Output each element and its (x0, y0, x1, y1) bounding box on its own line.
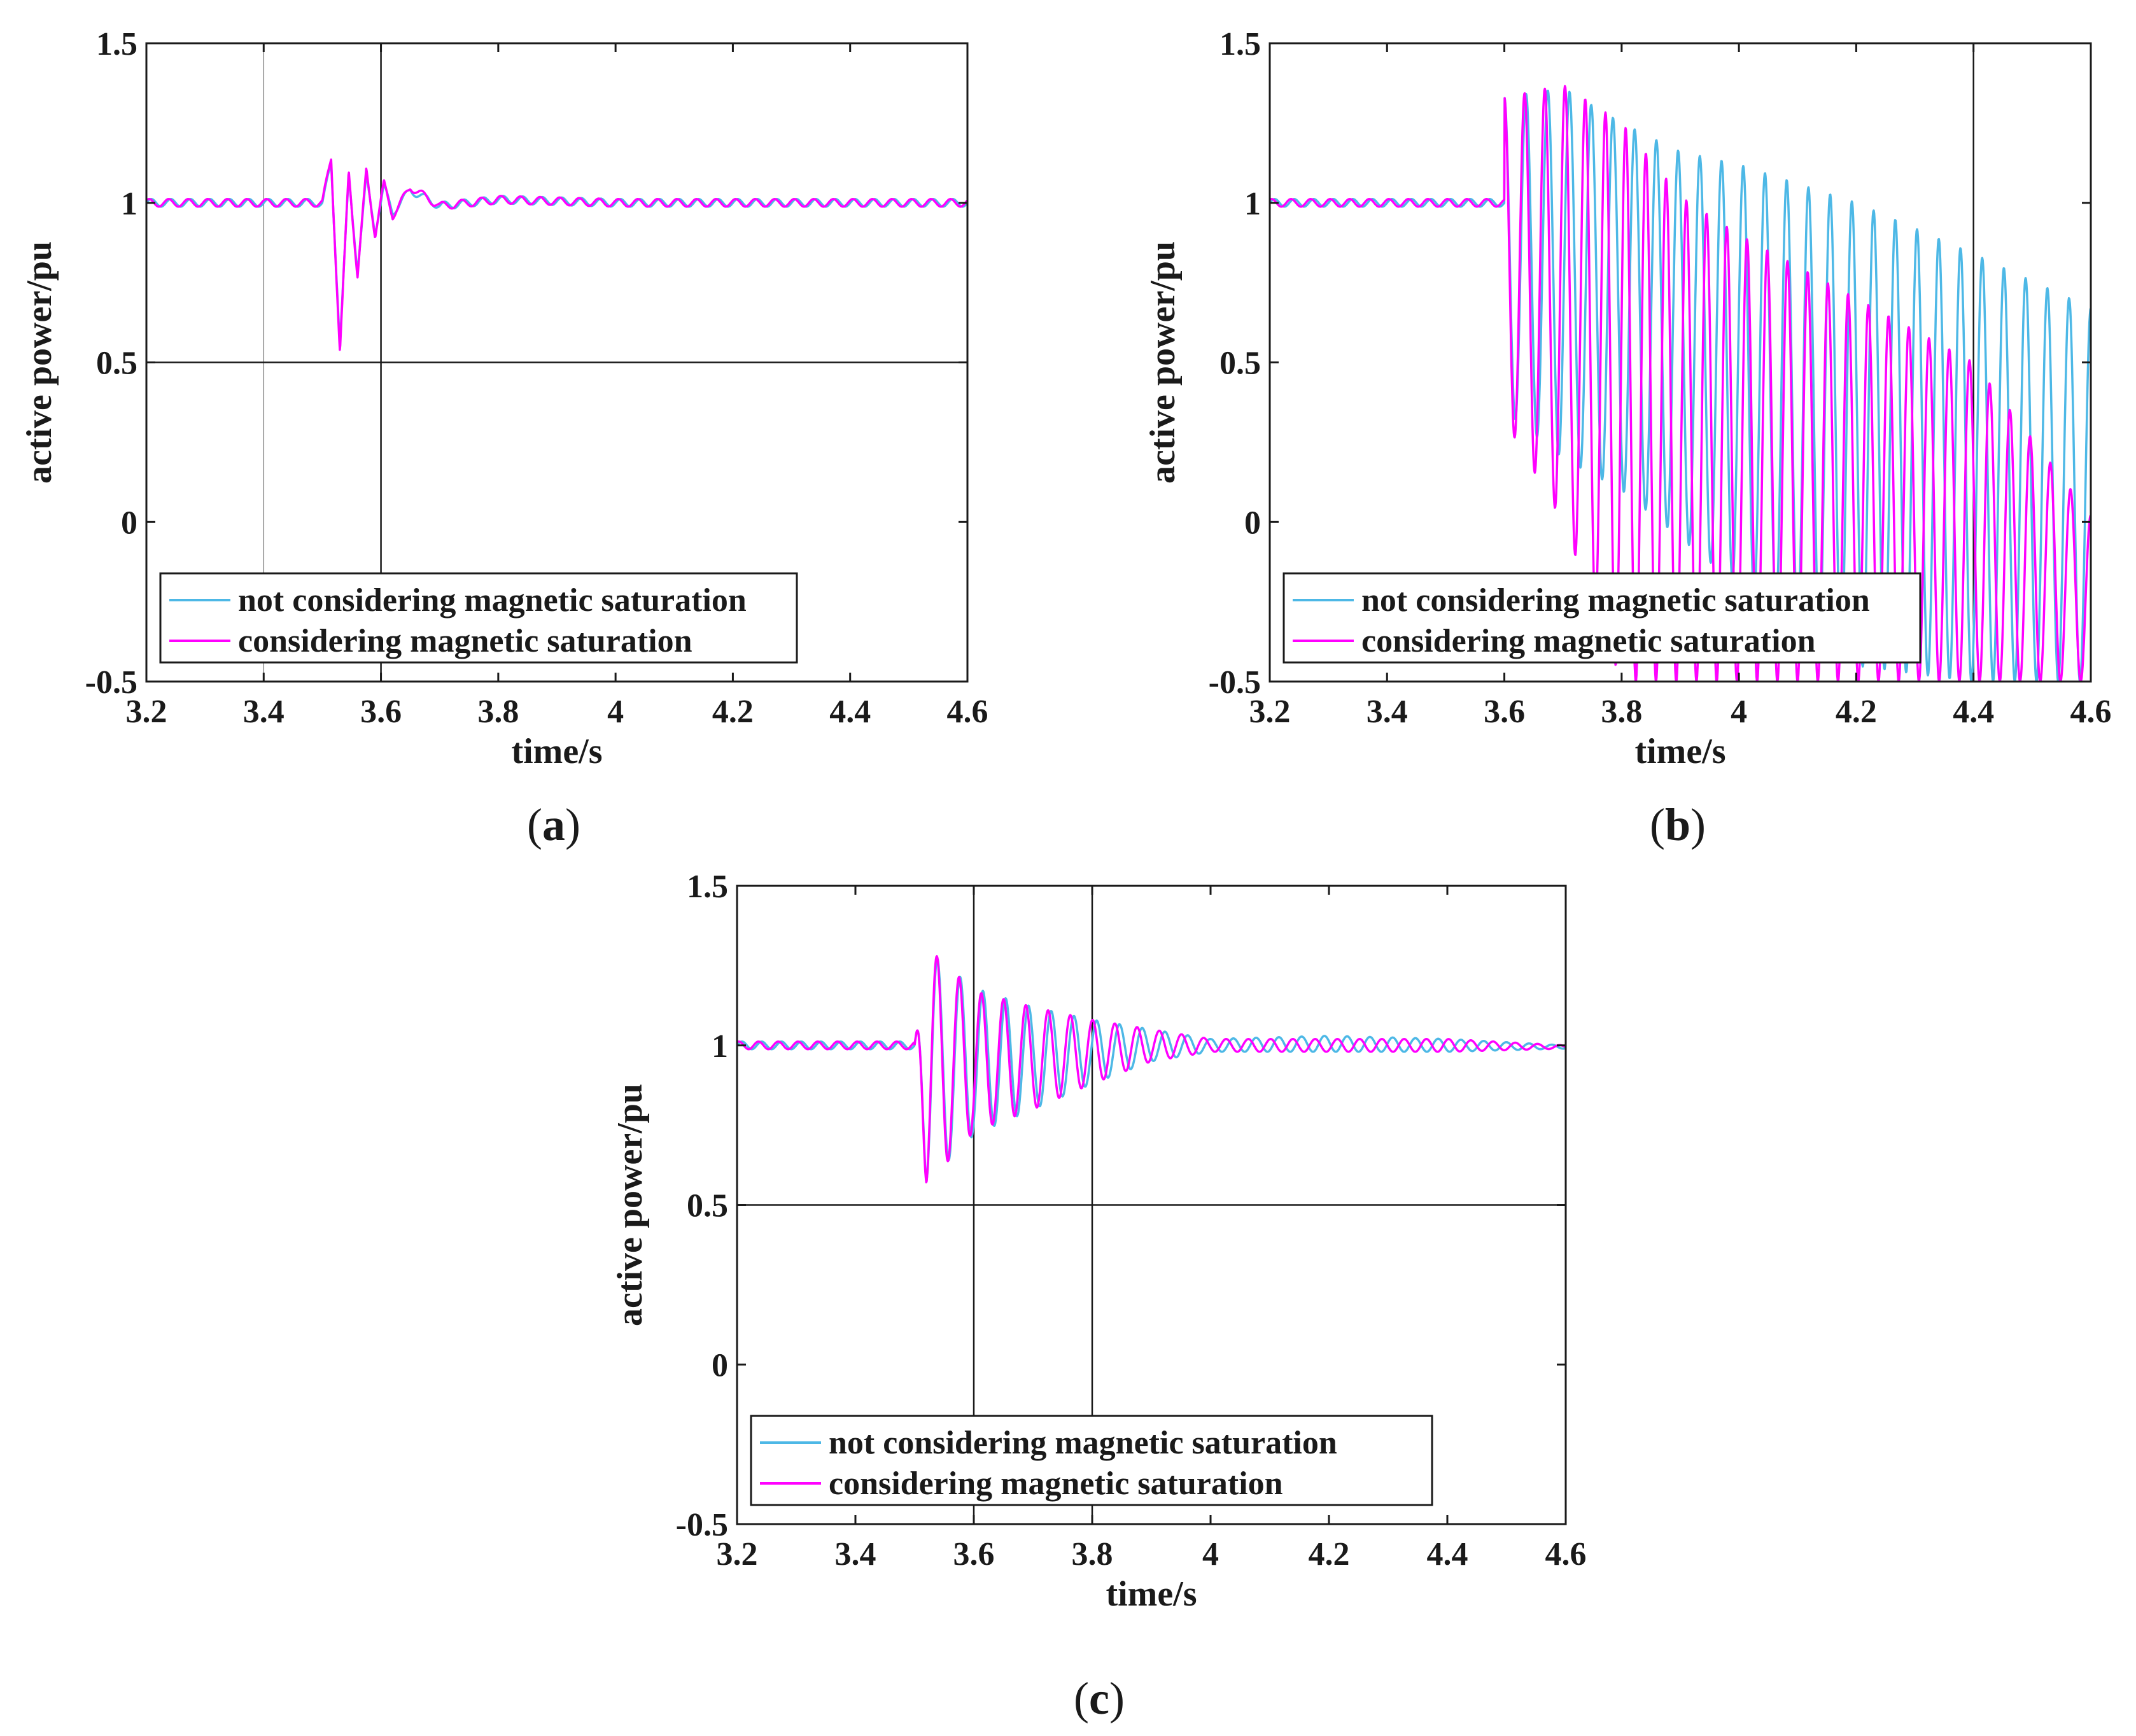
y-tick-label: 1.5 (96, 26, 137, 62)
panel-label-open: ( (527, 799, 542, 850)
chart-panel-b: 3.2 3.4 3.6 3.8 4 4.2 4.4 4.6 -0.5 0 0.5 1 1.5 time/s… (1143, 26, 2112, 850)
y-tick-label: 1.5 (687, 869, 728, 905)
y-tick-label: -0.5 (676, 1507, 728, 1543)
series-line-2 (146, 158, 967, 351)
panel-label-open: ( (1074, 1673, 1089, 1724)
panel-label-close: ) (565, 799, 580, 850)
legend: not considering magnetic saturation consi… (750, 1415, 1433, 1506)
y-tick-label: 0 (121, 505, 137, 541)
panel-label-letter: c (1089, 1673, 1109, 1724)
x-tick-label: 4.6 (1545, 1536, 1587, 1572)
panel-label-letter: a (542, 799, 565, 850)
x-tick-label: 3.4 (1367, 694, 1408, 730)
y-tick-label: 1 (712, 1028, 728, 1065)
y-tick-label: 1.5 (1219, 26, 1261, 62)
y-tick-label: -0.5 (1209, 664, 1261, 701)
x-tick-label: 3.8 (477, 694, 519, 730)
y-tick-label: 0.5 (687, 1188, 728, 1224)
x-tick-label: 4.6 (2070, 694, 2112, 730)
x-tick-label: 4.2 (1836, 694, 1877, 730)
y-axis-label: active power/pu (610, 1084, 650, 1326)
x-tick-label: 4.4 (829, 694, 871, 730)
legend-entry-2: considering magnetic saturation (1361, 623, 1816, 659)
x-tick-label: 3.6 (953, 1536, 995, 1572)
x-tick-label: 3.2 (717, 1536, 758, 1572)
x-tick-label: 3.6 (1484, 694, 1525, 730)
y-tick-label: 0 (1244, 505, 1261, 541)
x-tick-label: 3.2 (126, 694, 167, 730)
legend-box (750, 1415, 1433, 1506)
x-tick-label: 4 (1731, 694, 1747, 730)
y-tick-label: -0.5 (85, 664, 137, 701)
legend-entry-1: not considering magnetic saturation (829, 1425, 1337, 1461)
x-axis-label: time/s (1106, 1574, 1197, 1614)
y-tick-label: 0.5 (1219, 346, 1261, 382)
x-tick-label: 3.8 (1601, 694, 1642, 730)
legend-entry-2: considering magnetic saturation (238, 623, 692, 659)
x-tick-label: 4.2 (1309, 1536, 1350, 1572)
x-tick-label: 4.2 (712, 694, 754, 730)
series-line-1 (737, 957, 1566, 1182)
x-tick-label: 3.4 (243, 694, 285, 730)
y-tick-label: 0 (712, 1347, 728, 1383)
y-axis-label: active power/pu (20, 241, 59, 484)
x-tick-label: 4.6 (947, 694, 988, 730)
x-tick-label: 3.4 (835, 1536, 876, 1572)
panel-label: (a) (527, 799, 580, 850)
series-line-2 (1270, 85, 2091, 682)
panel-label-letter: b (1665, 799, 1690, 850)
chart-panel-c: 3.2 3.4 3.6 3.8 4 4.2 4.4 4.6 -0.5 0 0.5 1 1.5 time/s… (610, 869, 1587, 1724)
panel-label-close: ) (1109, 1673, 1125, 1724)
legend-entry-1: not considering magnetic saturation (1361, 582, 1870, 619)
y-tick-label: 0.5 (96, 346, 137, 382)
y-tick-label: 1 (121, 186, 137, 222)
legend-box (159, 572, 798, 664)
y-axis-label: active power/pu (1143, 241, 1183, 484)
x-tick-label: 4.4 (1427, 1536, 1468, 1572)
legend-entry-1: not considering magnetic saturation (238, 582, 747, 619)
legend-box (1282, 572, 1922, 664)
x-axis-label: time/s (1634, 732, 1725, 771)
y-tick-label: 1 (1244, 186, 1261, 222)
legend-entry-2: considering magnetic saturation (829, 1466, 1283, 1502)
x-tick-label: 4 (1202, 1536, 1219, 1572)
panel-label: (b) (1650, 799, 1706, 850)
x-tick-label: 4.4 (1953, 694, 1994, 730)
panel-label-close: ) (1690, 799, 1706, 850)
x-tick-label: 4 (607, 694, 624, 730)
x-tick-label: 3.8 (1072, 1536, 1113, 1572)
x-tick-label: 3.6 (360, 694, 402, 730)
legend: not considering magnetic saturation consi… (1282, 572, 1922, 664)
x-tick-label: 3.2 (1249, 694, 1291, 730)
series-line-2 (737, 955, 1566, 1184)
legend: not considering magnetic saturation consi… (159, 572, 798, 664)
series-line-1 (146, 162, 967, 344)
panel-label-open: ( (1650, 799, 1665, 850)
x-axis-label: time/s (511, 732, 602, 771)
chart-panel-a: 3.2 3.4 3.6 3.8 4 4.2 4.4 4.6 -0.5 0 0.5 1 1.5 time/s… (20, 26, 988, 850)
panel-label: (c) (1074, 1673, 1125, 1724)
